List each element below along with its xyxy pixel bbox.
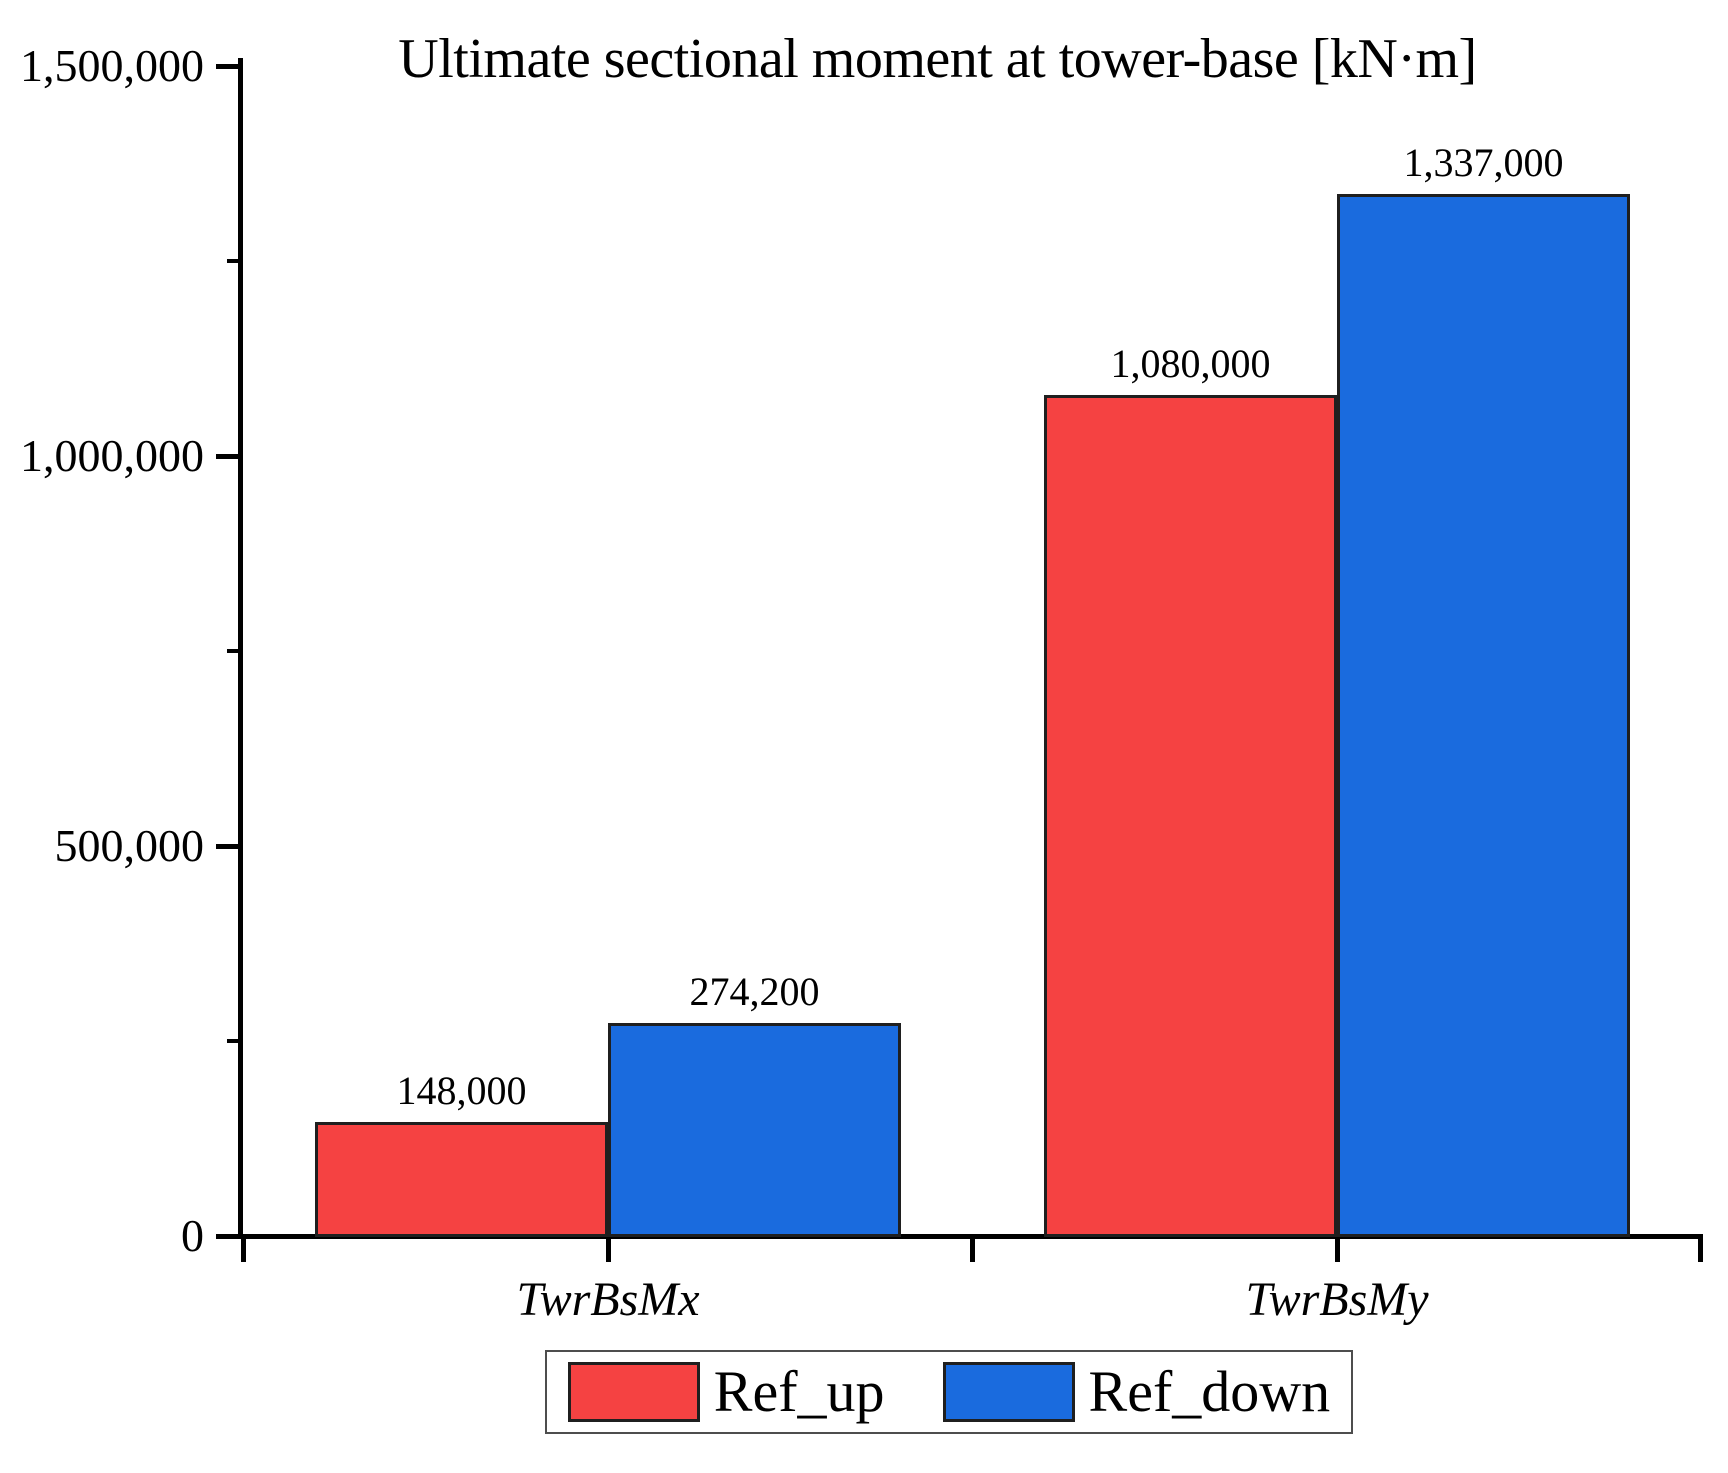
x-axis-tick bbox=[606, 1239, 611, 1262]
legend-label-ref-down: Ref_down bbox=[1088, 1359, 1331, 1424]
y-axis-minor-tick bbox=[227, 649, 240, 653]
y-axis-major-tick bbox=[216, 64, 240, 69]
x-axis-line bbox=[238, 1234, 1703, 1239]
bar-value-label: 1,337,000 bbox=[1403, 140, 1564, 185]
bar-value-label: 1,080,000 bbox=[1110, 341, 1271, 386]
bar-value-label: 148,000 bbox=[396, 1068, 527, 1113]
bar-ref-down-twrbsmx bbox=[608, 1023, 901, 1237]
x-axis-tick bbox=[970, 1239, 975, 1262]
legend-item-ref-up: Ref_up bbox=[567, 1359, 885, 1424]
bar-value-label: 274,200 bbox=[689, 969, 820, 1014]
x-axis-tick bbox=[1698, 1239, 1703, 1262]
y-axis-tick-label: 1,500,000 bbox=[20, 40, 204, 91]
y-axis-minor-tick bbox=[227, 1039, 240, 1043]
bar-ref-down-twrbsmy bbox=[1337, 194, 1630, 1237]
bar-ref-up-twrbsmy bbox=[1044, 395, 1337, 1237]
legend-swatch-ref-up bbox=[567, 1362, 700, 1422]
legend-swatch-ref-down bbox=[942, 1362, 1075, 1422]
x-axis-tick bbox=[241, 1239, 246, 1262]
bar-ref-up-twrbsmx bbox=[315, 1122, 608, 1237]
x-axis-tick bbox=[1335, 1239, 1340, 1262]
y-axis-minor-tick bbox=[227, 259, 240, 263]
legend-item-ref-down: Ref_down bbox=[942, 1359, 1331, 1424]
x-axis-category-label: TwrBsMx bbox=[516, 1273, 700, 1326]
y-axis-tick-label: 0 bbox=[181, 1210, 204, 1261]
y-axis-tick-label: 500,000 bbox=[54, 820, 205, 871]
y-axis-major-tick bbox=[216, 1234, 240, 1239]
y-axis-tick-label: 1,000,000 bbox=[20, 430, 204, 481]
y-axis-major-tick bbox=[216, 844, 240, 849]
x-axis-category-label: TwrBsMy bbox=[1245, 1273, 1429, 1326]
legend: Ref_up Ref_down bbox=[545, 1350, 1353, 1434]
chart-title: Ultimate sectional moment at tower-base … bbox=[398, 28, 1477, 90]
y-axis-line bbox=[238, 58, 243, 1239]
legend-label-ref-up: Ref_up bbox=[713, 1359, 885, 1424]
y-axis-major-tick bbox=[216, 454, 240, 459]
